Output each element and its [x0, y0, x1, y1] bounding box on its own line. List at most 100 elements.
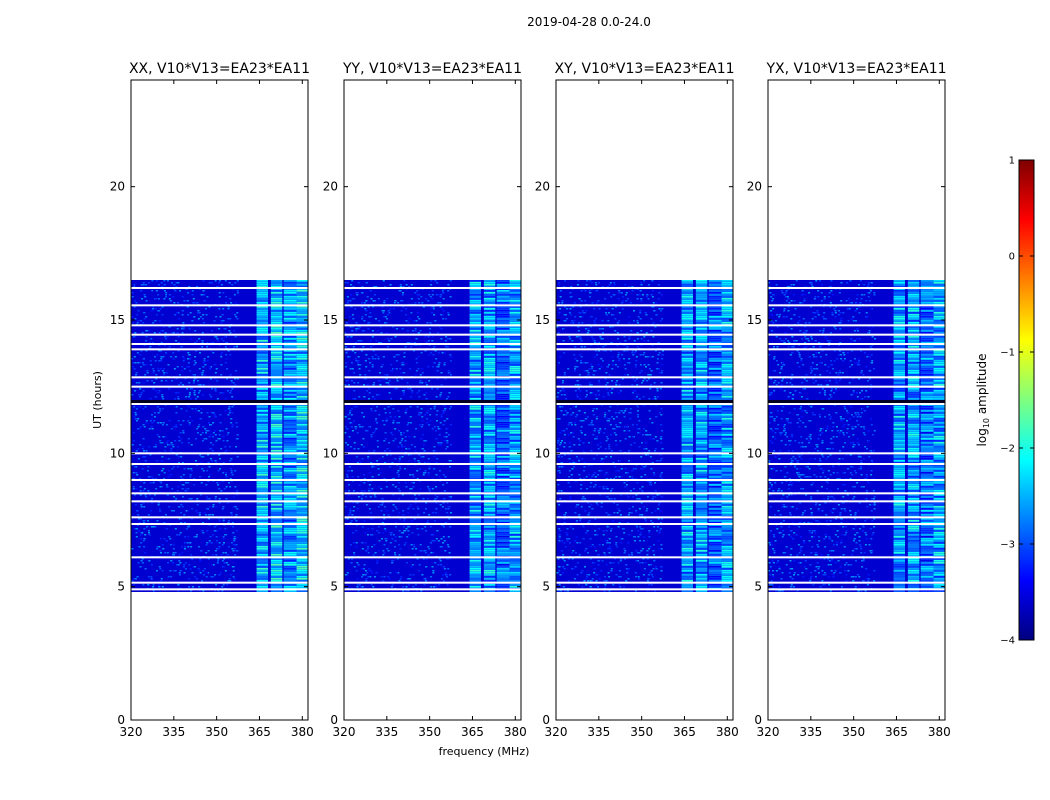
noise-pixel [604, 350, 607, 352]
noise-pixel [361, 316, 364, 318]
noise-pixel [173, 368, 176, 370]
channel-stripe [270, 512, 283, 514]
noise-pixel [382, 532, 385, 534]
noise-pixel [567, 368, 570, 370]
noise-pixel [657, 284, 660, 286]
channel-stripe [509, 468, 521, 470]
noise-pixel [422, 444, 425, 446]
noise-pixel [180, 546, 183, 548]
noise-pixel [436, 370, 439, 372]
noise-pixel [206, 508, 208, 510]
noise-pixel [632, 378, 635, 380]
noise-pixel [651, 296, 654, 298]
noise-pixel [578, 298, 581, 300]
noise-pixel [408, 460, 411, 462]
noise-pixel [151, 422, 154, 424]
channel-stripe [469, 390, 481, 392]
channel-stripe [296, 410, 308, 412]
channel-stripe [496, 552, 510, 554]
noise-pixel [230, 574, 232, 576]
channel-stripe [469, 518, 481, 520]
channel-stripe [283, 408, 297, 410]
channel-stripe [270, 410, 283, 412]
noise-pixel [156, 406, 159, 408]
noise-pixel [187, 546, 190, 548]
noise-pixel [573, 466, 575, 468]
noise-pixel [398, 498, 401, 500]
channel-stripe [256, 306, 268, 308]
noise-pixel [607, 312, 610, 314]
channel-stripe [469, 416, 481, 418]
noise-pixel [379, 504, 382, 506]
noise-pixel [172, 548, 175, 550]
noise-pixel [225, 428, 228, 430]
channel-stripe [509, 346, 521, 348]
noise-pixel [170, 428, 173, 430]
noise-pixel [442, 474, 445, 476]
noise-pixel [202, 470, 205, 472]
channel-stripe [509, 306, 521, 308]
noise-pixel [396, 378, 399, 380]
noise-pixel [416, 506, 419, 508]
noise-pixel [355, 570, 358, 572]
channel-stripe [483, 512, 496, 514]
channel-stripe [469, 434, 481, 436]
noise-pixel [579, 430, 582, 432]
noise-pixel [625, 408, 628, 410]
noise-pixel [557, 392, 560, 394]
noise-pixel [160, 360, 162, 362]
noise-pixel [417, 534, 420, 536]
noise-pixel [429, 322, 432, 324]
noise-pixel [434, 320, 437, 322]
noise-pixel [599, 428, 602, 430]
noise-pixel [346, 350, 349, 352]
noise-pixel [425, 440, 428, 442]
noise-pixel [347, 470, 350, 472]
channel-stripe [509, 358, 521, 360]
noise-pixel [602, 332, 604, 334]
channel-stripe [270, 306, 283, 308]
noise-pixel [379, 326, 382, 328]
noise-pixel [410, 444, 413, 446]
noise-pixel [608, 448, 611, 450]
noise-pixel [211, 330, 213, 332]
noise-pixel [367, 552, 370, 554]
noise-pixel [171, 510, 174, 512]
channel-stripe [283, 540, 297, 542]
noise-pixel [221, 544, 224, 546]
channel-stripe [270, 388, 283, 390]
noise-pixel [638, 446, 641, 448]
noise-pixel [229, 580, 232, 582]
channel-stripe [496, 346, 510, 348]
noise-pixel [150, 510, 152, 512]
noise-pixel [393, 546, 396, 548]
noise-pixel [366, 572, 369, 574]
noise-pixel [430, 352, 433, 354]
channel-stripe [509, 378, 521, 380]
noise-pixel [411, 548, 414, 550]
noise-pixel [559, 356, 562, 358]
channel-stripe [283, 420, 297, 422]
noise-pixel [164, 336, 167, 338]
noise-pixel [137, 448, 140, 450]
channel-stripe [509, 308, 521, 310]
channel-stripe [483, 360, 496, 362]
channel-stripe [483, 406, 496, 408]
noise-pixel [174, 398, 177, 400]
noise-pixel [205, 544, 208, 546]
noise-pixel [624, 468, 627, 470]
noise-pixel [134, 528, 137, 530]
noise-pixel [357, 448, 360, 450]
noise-pixel [443, 540, 446, 542]
channel-stripe [496, 294, 510, 296]
channel-stripe [469, 340, 481, 342]
noise-pixel [449, 526, 452, 528]
channel-stripe [496, 576, 510, 578]
channel-stripe [256, 494, 268, 496]
noise-pixel [421, 448, 424, 450]
noise-pixel [605, 312, 607, 314]
noise-pixel [557, 484, 560, 486]
noise-pixel [169, 326, 172, 328]
noise-pixel [399, 398, 402, 400]
noise-pixel [202, 426, 205, 428]
